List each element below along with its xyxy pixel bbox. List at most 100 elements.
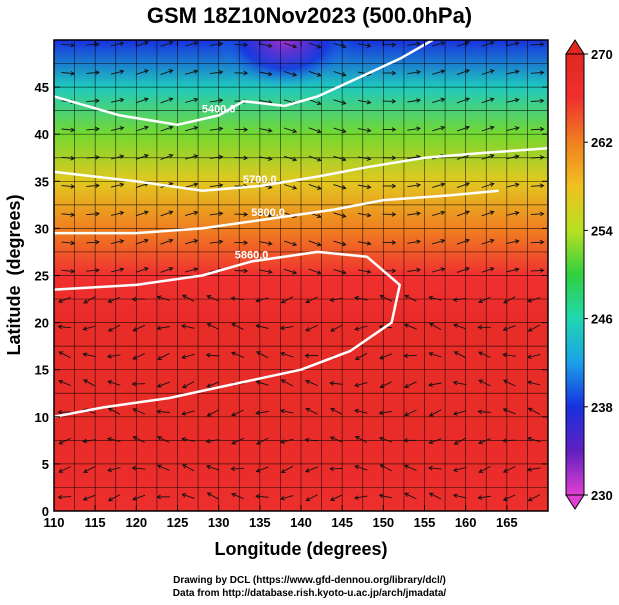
flow-arrow (185, 239, 199, 245)
grid-lines (54, 40, 548, 511)
flow-arrow (185, 125, 199, 132)
flow-arrow (357, 43, 372, 48)
flow-arrow (456, 97, 470, 104)
flow-arrow (527, 324, 541, 332)
flow-arrow (530, 98, 545, 104)
flow-arrow (432, 267, 446, 273)
flow-arrow (82, 438, 96, 444)
y-axis-label: Latitude (degrees) (4, 194, 24, 355)
flow-arrow (234, 42, 249, 48)
flow-arrow (209, 154, 224, 160)
flow-arrow (181, 437, 195, 442)
flow-arrow (305, 296, 318, 304)
x-tick-label: 140 (290, 515, 312, 530)
flow-arrow (407, 41, 422, 47)
flow-arrow (156, 295, 170, 301)
flow-arrow (357, 156, 372, 161)
flow-arrow (378, 493, 393, 499)
flow-arrow (530, 155, 545, 160)
flow-arrow (305, 379, 318, 387)
flow-arrow (110, 239, 125, 245)
flow-arrow (181, 410, 195, 416)
flow-arrow (206, 295, 220, 302)
flow-arrow (283, 268, 298, 275)
flow-arrow (407, 182, 422, 188)
flow-arrow (477, 325, 491, 330)
flow-arrow (477, 409, 492, 415)
flow-arrow (255, 494, 269, 499)
flow-arrow (58, 437, 71, 445)
flow-arrow (527, 407, 541, 415)
flow-arrow (456, 69, 470, 76)
flow-arrow (403, 323, 417, 330)
flow-arrow (506, 69, 520, 75)
flow-arrow (354, 382, 368, 388)
flow-arrow (503, 296, 516, 304)
flow-arrow (382, 42, 397, 48)
flow-arrow (432, 125, 446, 132)
flow-arrow (506, 97, 520, 103)
contour-label: 5400.0 (202, 103, 236, 115)
colorbar-tick-label: 254 (591, 223, 613, 238)
credit-line-dcl: Drawing by DCL (https://www.gfd-dennou.o… (173, 575, 446, 586)
flow-arrow (107, 380, 121, 386)
flow-arrow (452, 297, 467, 302)
flow-arrow (428, 382, 442, 387)
flow-arrow (456, 125, 470, 132)
flow-arrow (255, 410, 269, 416)
flow-arrow (432, 69, 446, 75)
flow-arrow (234, 268, 249, 274)
flow-arrow (382, 99, 397, 104)
flow-arrow (279, 438, 294, 444)
flow-arrow (230, 296, 245, 301)
flow-arrow (526, 353, 541, 359)
flow-arrow (110, 69, 125, 75)
flow-arrow (135, 69, 149, 75)
flow-arrow (106, 437, 121, 442)
flow-arrow (283, 184, 298, 190)
flow-arrow (205, 464, 220, 471)
flow-arrow (206, 492, 220, 500)
flow-arrow (333, 240, 347, 247)
flow-arrow (330, 324, 343, 332)
flow-arrow (407, 211, 422, 216)
contour-line (54, 189, 499, 235)
flow-arrow (305, 466, 318, 473)
x-tick-label: 130 (208, 515, 230, 530)
flow-arrow (107, 407, 121, 415)
colorbar-bottom-arrow (565, 494, 585, 510)
flow-arrow (107, 494, 121, 502)
flow-arrow (255, 323, 269, 329)
flow-arrow (432, 182, 446, 188)
flow-arrow (432, 41, 446, 47)
flow-arrow (135, 210, 149, 217)
flow-arrow (259, 241, 273, 246)
y-tick-label: 25 (35, 269, 49, 284)
flow-arrow (305, 494, 318, 502)
height-contours: 5400.0 5700.0 5800.0 5860.0 (54, 40, 548, 419)
flow-arrow (308, 155, 322, 162)
flow-arrow (530, 70, 545, 75)
flow-arrow (379, 464, 392, 472)
flow-arrow (160, 69, 174, 76)
flow-arrow (86, 70, 100, 75)
flow-arrow (132, 436, 145, 443)
flow-arrow (160, 210, 174, 217)
flow-arrow (234, 70, 249, 76)
flow-arrow (357, 212, 372, 218)
flow-arrow (308, 268, 322, 275)
y-tick-label: 0 (42, 504, 49, 519)
flow-arrow (354, 436, 368, 443)
x-tick-label: 145 (331, 515, 353, 530)
flow-arrow (379, 353, 393, 360)
y-tick-label: 30 (35, 221, 49, 236)
flow-arrow (283, 240, 298, 247)
y-tick-label: 45 (35, 80, 49, 95)
flow-arrow (407, 126, 422, 132)
flow-arrow (407, 69, 422, 75)
flow-arrow (205, 438, 220, 444)
colorbar-bar (565, 53, 585, 496)
x-axis-label: Longitude (degrees) (214, 539, 387, 559)
flow-arrow (452, 493, 467, 499)
